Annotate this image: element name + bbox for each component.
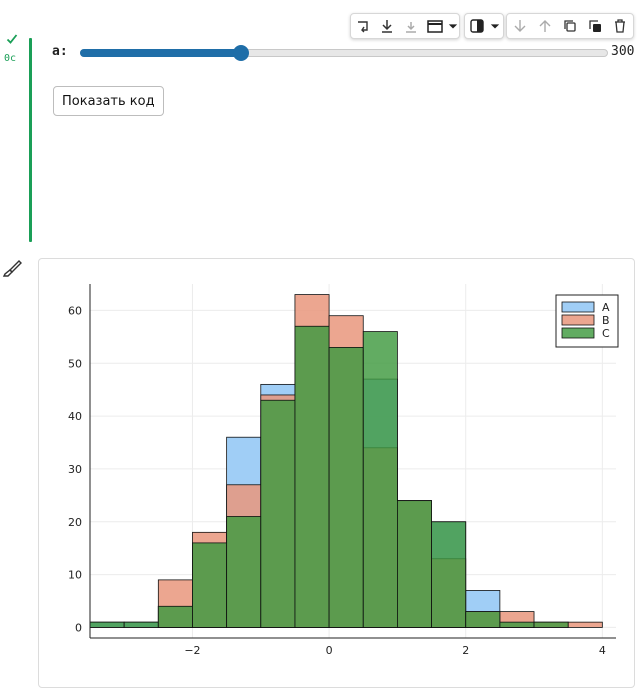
x-tick-label: −2 <box>184 644 200 657</box>
slider-label: a: <box>52 44 68 59</box>
bar-C <box>226 516 262 628</box>
slider-thumb[interactable] <box>233 45 250 61</box>
run-time: 0с <box>4 53 17 64</box>
legend-swatch-A <box>561 301 595 313</box>
legend-swatch-C <box>561 327 595 339</box>
bar-C <box>157 605 193 628</box>
bar-C <box>89 621 125 628</box>
y-tick-label: 10 <box>68 569 82 582</box>
dropdown-icon[interactable] <box>489 14 501 38</box>
legend-label-A: A <box>602 301 610 314</box>
insert-cell-icon[interactable] <box>351 14 375 38</box>
y-tick-label: 60 <box>68 304 82 317</box>
duplicate-icon[interactable] <box>583 14 607 38</box>
legend-label-C: C <box>602 327 610 340</box>
slider-value: 300 <box>611 44 635 59</box>
cell-toolbar-group-1 <box>350 13 460 39</box>
legend-label-B: B <box>602 314 610 327</box>
move-down-icon[interactable] <box>508 14 532 38</box>
run-from-here-icon[interactable] <box>399 14 423 38</box>
cell-status-bar <box>29 38 32 242</box>
y-tick-label: 0 <box>75 621 82 634</box>
y-tick-label: 30 <box>68 463 82 476</box>
bar-C <box>294 325 330 628</box>
bar-C <box>465 611 501 628</box>
bar-C <box>260 399 296 628</box>
show-code-button[interactable]: Показать код <box>53 86 164 116</box>
x-tick-label: 4 <box>599 644 606 657</box>
theme-toggle-icon[interactable] <box>465 14 489 38</box>
y-tick-label: 50 <box>68 357 82 370</box>
bar-C <box>192 542 228 628</box>
copy-icon[interactable] <box>558 14 582 38</box>
bar-C <box>328 347 364 628</box>
layout-icon[interactable] <box>423 14 447 38</box>
legend-swatch-B <box>561 314 595 326</box>
bar-B <box>567 621 603 628</box>
bar-C <box>123 621 159 628</box>
cell-toolbar-group-3 <box>506 13 634 39</box>
y-tick-label: 40 <box>68 410 82 423</box>
bar-C <box>397 500 432 628</box>
slider-fill <box>80 49 242 57</box>
bar-C <box>499 621 535 628</box>
x-tick-label: 0 <box>326 644 333 657</box>
cell-toolbar-group-2 <box>464 13 504 39</box>
move-up-icon[interactable] <box>533 14 557 38</box>
bar-C <box>362 331 398 628</box>
bar-C <box>431 521 467 628</box>
dropdown-icon[interactable] <box>447 14 459 38</box>
y-tick-label: 20 <box>68 516 82 529</box>
brush-icon[interactable] <box>2 258 24 280</box>
check-icon <box>6 34 18 44</box>
run-to-here-icon[interactable] <box>375 14 399 38</box>
x-tick-label: 2 <box>462 644 469 657</box>
bar-C <box>533 621 569 628</box>
delete-icon[interactable] <box>608 14 632 38</box>
